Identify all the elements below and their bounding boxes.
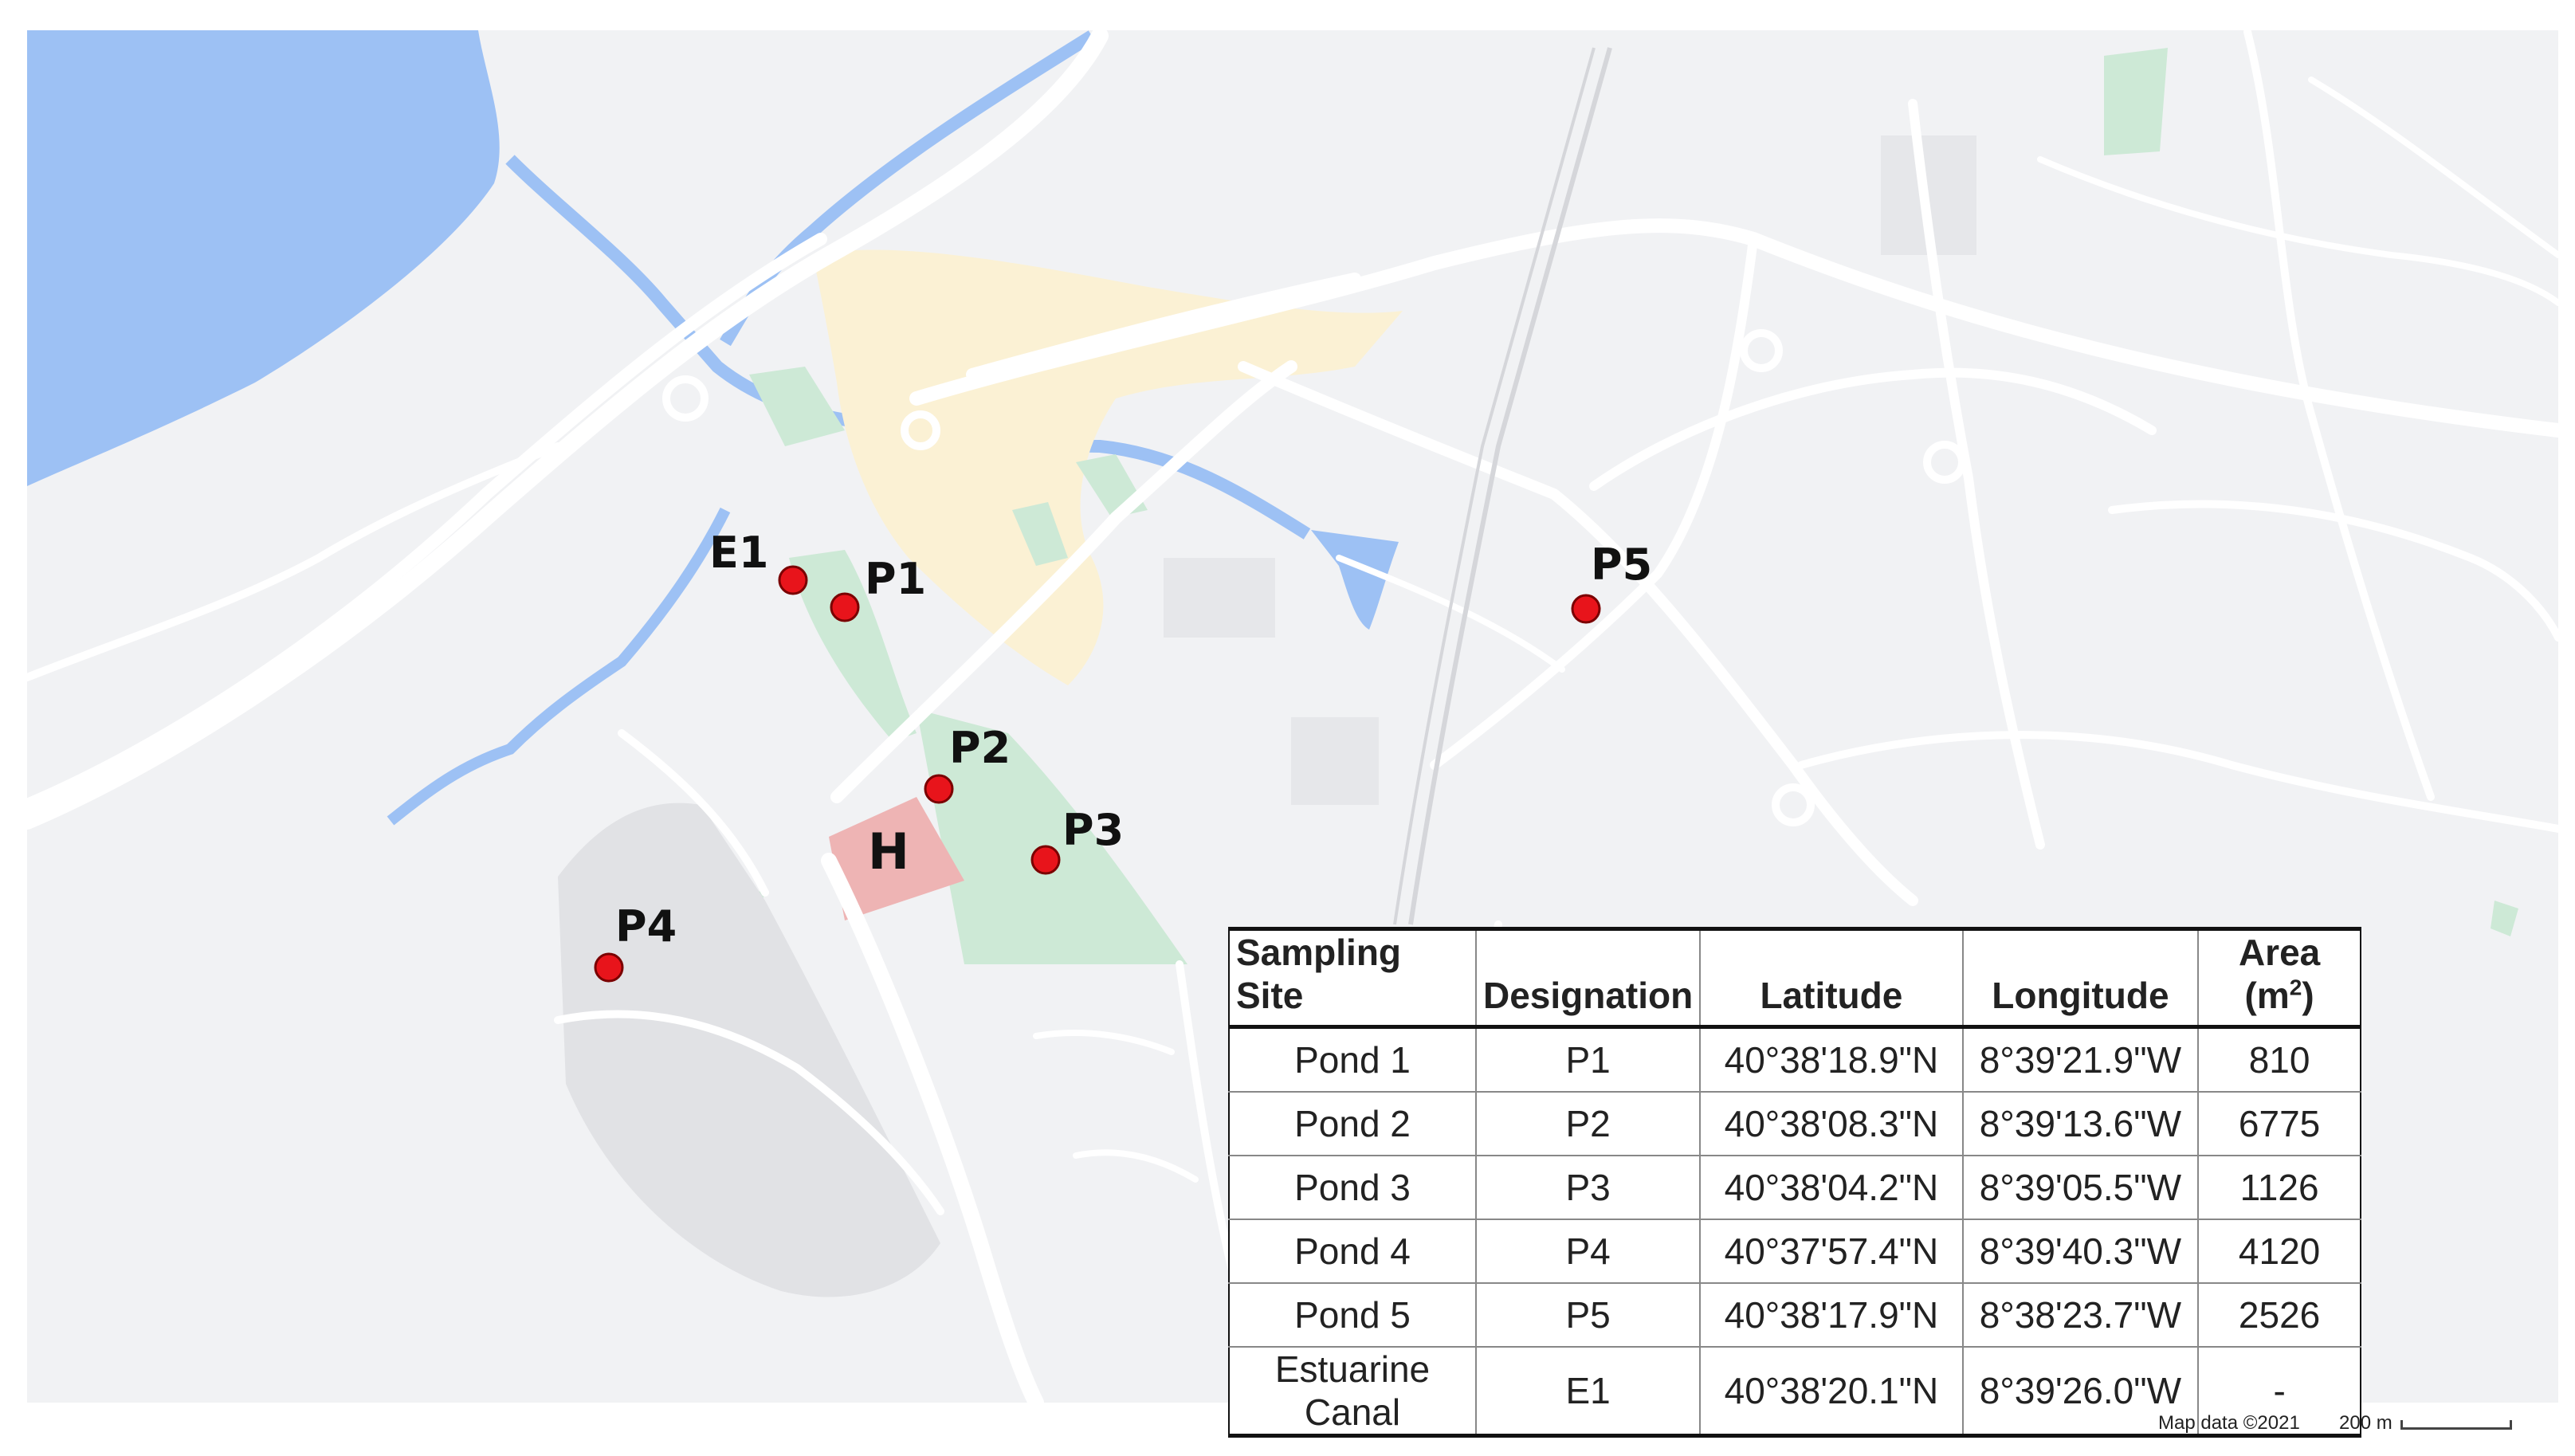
cell-area: 810 — [2197, 1026, 2361, 1093]
park-area — [917, 709, 1187, 964]
cell-site: Pond 1 — [1228, 1026, 1476, 1093]
town-centre — [813, 249, 1403, 686]
railway-line — [1393, 47, 1596, 925]
marker-label-p2: P2 — [949, 723, 1011, 773]
cell-area: 2526 — [2197, 1283, 2361, 1348]
cell-designation: P3 — [1474, 1156, 1701, 1220]
scale-label: 200 m — [2339, 1412, 2392, 1434]
park-area — [2491, 901, 2518, 936]
marker-label-p5: P5 — [1591, 540, 1653, 590]
marker-p2[interactable] — [924, 774, 954, 804]
cell-longitude: 8°38'23.7"W — [1961, 1283, 2199, 1348]
park-area — [749, 367, 845, 446]
cell-latitude: 40°38'20.1"N — [1699, 1347, 1963, 1438]
cell-longitude: 8°39'26.0"W — [1961, 1347, 2199, 1438]
cell-area: 6775 — [2197, 1092, 2361, 1156]
cell-longitude: 8°39'21.9"W — [1961, 1026, 2199, 1093]
hospital-area — [829, 797, 964, 920]
cell-latitude: 40°38'17.9"N — [1699, 1283, 1963, 1348]
roundabout — [662, 329, 1966, 826]
cell-latitude: 40°38'08.3"N — [1699, 1092, 1963, 1156]
cell-area: - — [2197, 1347, 2361, 1438]
cell-longitude: 8°39'40.3"W — [1961, 1219, 2199, 1284]
header-designation: Designation — [1474, 927, 1701, 1029]
marker-label-p3: P3 — [1062, 805, 1125, 855]
table-row: Pond 5 P5 40°38'17.9"N 8°38'23.7"W 2526 — [1228, 1283, 2361, 1348]
marker-label-p1: P1 — [865, 554, 927, 604]
table-header-row: Sampling Site Designation Latitude Longi… — [1228, 927, 2361, 1029]
cell-site: Estuarine Canal — [1228, 1347, 1476, 1438]
cell-designation: P4 — [1474, 1219, 1701, 1284]
marker-label-e1: E1 — [709, 528, 769, 578]
industrial-zone — [558, 803, 940, 1297]
cell-designation: P1 — [1474, 1026, 1701, 1093]
cell-latitude: 40°38'04.2"N — [1699, 1156, 1963, 1220]
cell-longitude: 8°39'13.6"W — [1961, 1092, 2199, 1156]
industrial-block — [1291, 717, 1379, 805]
cell-site: Pond 2 — [1228, 1092, 1476, 1156]
cell-longitude: 8°39'05.5"W — [1961, 1156, 2199, 1220]
marker-e1[interactable] — [778, 565, 808, 595]
canal-lake — [1311, 530, 1399, 630]
header-area-superscript: 2 — [2289, 975, 2302, 1000]
cell-latitude: 40°37'57.4"N — [1699, 1219, 1963, 1284]
railway-line — [1408, 47, 1612, 925]
sampling-site-table: Sampling Site Designation Latitude Longi… — [1228, 927, 2361, 1438]
estuary-water — [27, 30, 500, 486]
sampling-markers — [594, 565, 1601, 983]
marker-p5[interactable] — [1571, 594, 1601, 624]
table-row: Pond 2 P2 40°38'08.3"N 8°39'13.6"W 6775 — [1228, 1092, 2361, 1156]
cell-area: 4120 — [2197, 1219, 2361, 1284]
header-sampling-site: Sampling Site — [1228, 927, 1476, 1029]
header-longitude: Longitude — [1961, 927, 2199, 1029]
park-area — [2104, 48, 2168, 155]
table-row: Pond 4 P4 40°37'57.4"N 8°39'40.3"W 4120 — [1228, 1219, 2361, 1284]
hospital-label: H — [868, 822, 909, 881]
table-row: Pond 1 P1 40°38'18.9"N 8°39'21.9"W 810 — [1228, 1026, 2361, 1093]
canal-water — [387, 507, 731, 826]
cell-designation: P5 — [1474, 1283, 1701, 1348]
cell-latitude: 40°38'18.9"N — [1699, 1026, 1963, 1093]
header-latitude: Latitude — [1699, 927, 1963, 1029]
header-area-close: ) — [2302, 975, 2314, 1016]
cell-designation: E1 — [1474, 1347, 1701, 1438]
marker-p4[interactable] — [594, 952, 624, 983]
industrial-block — [1164, 558, 1275, 638]
table-row: Estuarine Canal E1 40°38'20.1"N 8°39'26.… — [1228, 1347, 2361, 1438]
marker-p1[interactable] — [830, 592, 860, 622]
marker-label-p4: P4 — [615, 901, 677, 952]
cell-area: 1126 — [2197, 1156, 2361, 1220]
header-area-base: Area (m — [2238, 932, 2321, 1016]
cell-site: Pond 4 — [1228, 1219, 1476, 1284]
cell-site: Pond 3 — [1228, 1156, 1476, 1220]
scale-bar — [2400, 1420, 2512, 1430]
park-area — [789, 550, 917, 741]
map-attribution: Map data ©2021 — [2158, 1412, 2300, 1434]
header-area: Area (m2) — [2197, 927, 2361, 1029]
park-area — [1012, 502, 1068, 566]
cell-designation: P2 — [1474, 1092, 1701, 1156]
table-row: Pond 3 P3 40°38'04.2"N 8°39'05.5"W 1126 — [1228, 1156, 2361, 1220]
marker-p3[interactable] — [1030, 845, 1061, 875]
cell-site: Pond 5 — [1228, 1283, 1476, 1348]
